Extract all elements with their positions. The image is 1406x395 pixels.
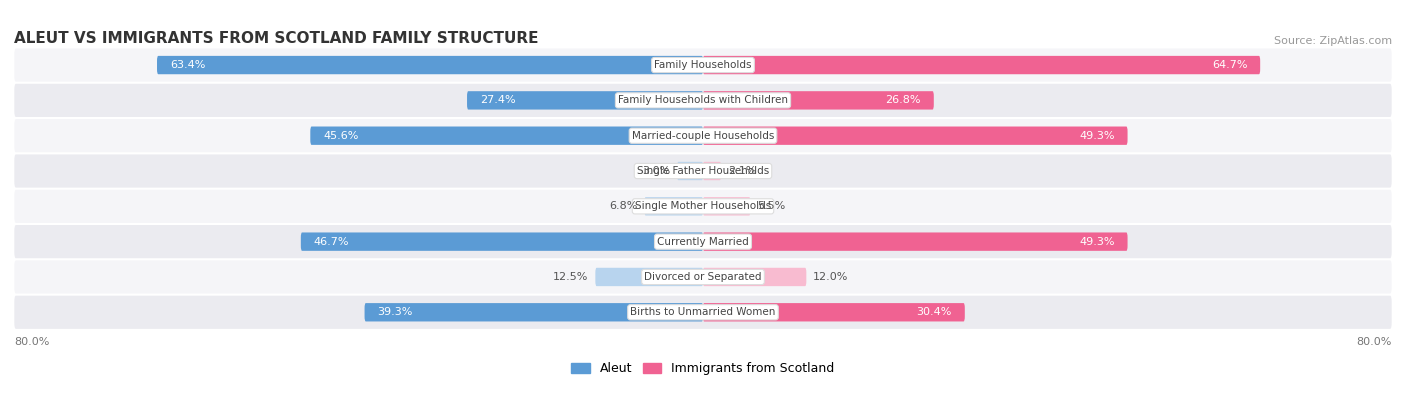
- Text: 49.3%: 49.3%: [1080, 237, 1115, 246]
- Text: 12.5%: 12.5%: [553, 272, 589, 282]
- FancyBboxPatch shape: [703, 197, 751, 216]
- Text: Currently Married: Currently Married: [657, 237, 749, 246]
- FancyBboxPatch shape: [678, 162, 703, 180]
- Text: 80.0%: 80.0%: [14, 337, 49, 347]
- Text: 39.3%: 39.3%: [377, 307, 413, 317]
- Text: Family Households with Children: Family Households with Children: [619, 95, 787, 105]
- Text: Family Households: Family Households: [654, 60, 752, 70]
- Text: Married-couple Households: Married-couple Households: [631, 131, 775, 141]
- FancyBboxPatch shape: [644, 197, 703, 216]
- Text: 80.0%: 80.0%: [1357, 337, 1392, 347]
- FancyBboxPatch shape: [157, 56, 703, 74]
- Text: 26.8%: 26.8%: [886, 95, 921, 105]
- FancyBboxPatch shape: [703, 303, 965, 322]
- FancyBboxPatch shape: [703, 268, 807, 286]
- Text: 30.4%: 30.4%: [917, 307, 952, 317]
- Text: Births to Unmarried Women: Births to Unmarried Women: [630, 307, 776, 317]
- FancyBboxPatch shape: [14, 49, 1392, 82]
- Text: 64.7%: 64.7%: [1212, 60, 1247, 70]
- FancyBboxPatch shape: [14, 260, 1392, 293]
- FancyBboxPatch shape: [467, 91, 703, 109]
- Text: 45.6%: 45.6%: [323, 131, 359, 141]
- FancyBboxPatch shape: [703, 126, 1128, 145]
- Text: Divorced or Separated: Divorced or Separated: [644, 272, 762, 282]
- FancyBboxPatch shape: [14, 190, 1392, 223]
- FancyBboxPatch shape: [14, 225, 1392, 258]
- Text: 46.7%: 46.7%: [314, 237, 349, 246]
- FancyBboxPatch shape: [703, 56, 1260, 74]
- FancyBboxPatch shape: [14, 84, 1392, 117]
- Legend: Aleut, Immigrants from Scotland: Aleut, Immigrants from Scotland: [567, 357, 839, 380]
- Text: 6.8%: 6.8%: [609, 201, 637, 211]
- Text: 12.0%: 12.0%: [813, 272, 849, 282]
- Text: 3.0%: 3.0%: [643, 166, 671, 176]
- FancyBboxPatch shape: [14, 154, 1392, 188]
- FancyBboxPatch shape: [311, 126, 703, 145]
- Text: 49.3%: 49.3%: [1080, 131, 1115, 141]
- FancyBboxPatch shape: [301, 233, 703, 251]
- FancyBboxPatch shape: [703, 91, 934, 109]
- FancyBboxPatch shape: [364, 303, 703, 322]
- Text: Source: ZipAtlas.com: Source: ZipAtlas.com: [1274, 36, 1392, 46]
- FancyBboxPatch shape: [703, 233, 1128, 251]
- Text: 2.1%: 2.1%: [728, 166, 756, 176]
- FancyBboxPatch shape: [14, 119, 1392, 152]
- Text: 5.5%: 5.5%: [758, 201, 786, 211]
- Text: Single Father Households: Single Father Households: [637, 166, 769, 176]
- Text: Single Mother Households: Single Mother Households: [636, 201, 770, 211]
- FancyBboxPatch shape: [14, 296, 1392, 329]
- Text: 27.4%: 27.4%: [479, 95, 516, 105]
- FancyBboxPatch shape: [595, 268, 703, 286]
- Text: 63.4%: 63.4%: [170, 60, 205, 70]
- Text: ALEUT VS IMMIGRANTS FROM SCOTLAND FAMILY STRUCTURE: ALEUT VS IMMIGRANTS FROM SCOTLAND FAMILY…: [14, 31, 538, 46]
- FancyBboxPatch shape: [703, 162, 721, 180]
